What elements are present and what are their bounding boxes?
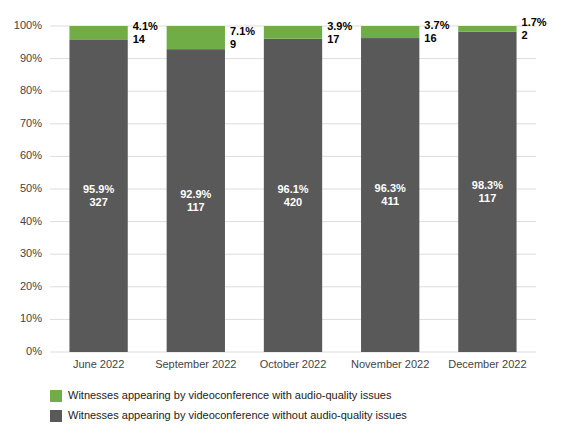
data-label: 7.1%9 bbox=[230, 25, 255, 50]
bars bbox=[69, 26, 516, 352]
data-label-pct: 3.7% bbox=[424, 19, 449, 31]
legend-swatch bbox=[50, 390, 62, 402]
data-label-pct: 1.7% bbox=[522, 16, 547, 28]
x-tick-label: September 2022 bbox=[155, 358, 236, 370]
data-label-pct: 95.9% bbox=[83, 183, 114, 195]
bar bbox=[361, 38, 419, 352]
y-tick-label: 60% bbox=[20, 149, 42, 161]
data-label-pct: 92.9% bbox=[180, 188, 211, 200]
y-tick-label: 70% bbox=[20, 117, 42, 129]
y-tick-label: 40% bbox=[20, 215, 42, 227]
data-label-count: 16 bbox=[424, 32, 436, 44]
data-label-count: 117 bbox=[479, 192, 497, 204]
y-tick-label: 50% bbox=[20, 182, 42, 194]
legend-swatch bbox=[50, 410, 62, 422]
data-label-pct: 3.9% bbox=[327, 20, 352, 32]
data-label-pct: 98.3% bbox=[472, 179, 503, 191]
y-tick-label: 10% bbox=[20, 312, 42, 324]
data-label: 92.9%117 bbox=[180, 188, 211, 213]
data-label-pct: 96.1% bbox=[277, 183, 308, 195]
x-tick-label: October 2022 bbox=[260, 358, 327, 370]
data-label-pct: 96.3% bbox=[375, 182, 406, 194]
y-tick-label: 20% bbox=[20, 280, 42, 292]
data-label: 98.3%117 bbox=[472, 179, 503, 204]
data-label: 3.9%17 bbox=[327, 20, 352, 45]
data-label-count: 117 bbox=[187, 201, 205, 213]
data-label-count: 327 bbox=[89, 196, 107, 208]
x-tick-label: November 2022 bbox=[351, 358, 429, 370]
data-label-count: 14 bbox=[133, 33, 146, 45]
y-tick-label: 100% bbox=[14, 19, 42, 31]
y-tick-label: 0% bbox=[26, 345, 42, 357]
data-label: 96.3%411 bbox=[375, 182, 406, 207]
bar bbox=[69, 39, 127, 352]
data-label-pct: 4.1% bbox=[133, 20, 158, 32]
legend: Witnesses appearing by videoconference w… bbox=[50, 389, 407, 422]
data-label-count: 411 bbox=[381, 195, 399, 207]
data-label: 1.7%2 bbox=[522, 16, 547, 41]
bar bbox=[361, 26, 419, 38]
bar bbox=[167, 26, 225, 49]
data-label: 95.9%327 bbox=[83, 183, 114, 208]
data-label-count: 420 bbox=[284, 196, 302, 208]
x-tick-label: June 2022 bbox=[73, 358, 124, 370]
data-label: 3.7%16 bbox=[424, 19, 449, 44]
bar bbox=[458, 26, 516, 32]
y-tick-label: 30% bbox=[20, 247, 42, 259]
bar bbox=[458, 32, 516, 352]
legend-label: Witnesses appearing by videoconference w… bbox=[68, 409, 407, 421]
data-labels: 95.9%32792.9%11796.1%42096.3%41198.3%117… bbox=[83, 16, 547, 213]
data-label-pct: 7.1% bbox=[230, 25, 255, 37]
data-label: 96.1%420 bbox=[277, 183, 308, 208]
y-tick-label: 90% bbox=[20, 52, 42, 64]
bar bbox=[264, 39, 322, 352]
chart: 0% 10% 20% 30% 40% 50% 60% 70% 80% 90% 100% 95.9%32… bbox=[0, 0, 576, 448]
data-label: 4.1%14 bbox=[133, 20, 158, 45]
bar bbox=[264, 26, 322, 39]
data-label-count: 2 bbox=[522, 29, 528, 41]
data-label-count: 9 bbox=[230, 38, 236, 50]
data-label-count: 17 bbox=[327, 33, 339, 45]
x-tick-label: December 2022 bbox=[448, 358, 526, 370]
y-tick-label: 80% bbox=[20, 84, 42, 96]
bar bbox=[167, 49, 225, 352]
legend-label: Witnesses appearing by videoconference w… bbox=[68, 389, 392, 401]
bar bbox=[69, 26, 127, 39]
